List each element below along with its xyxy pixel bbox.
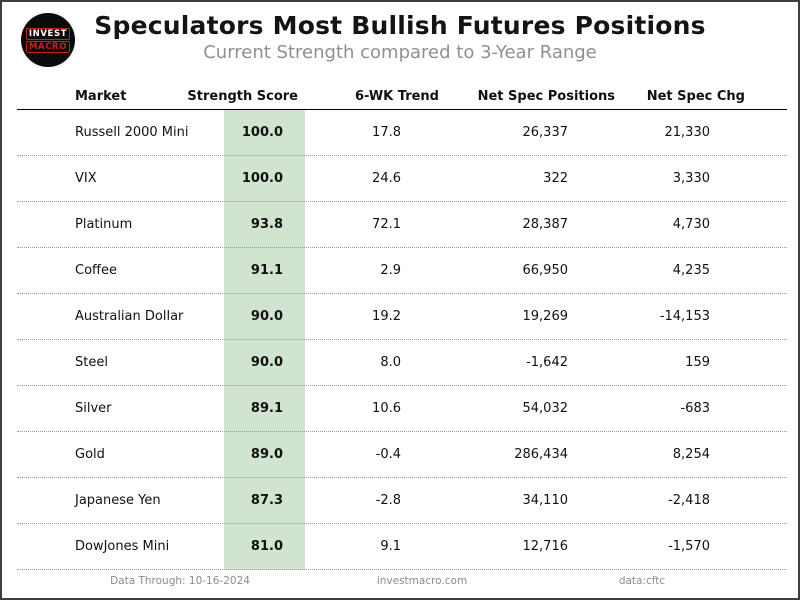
cell-net-spec-positions: 66,950 — [522, 263, 569, 278]
cell-net-spec-positions: 286,434 — [514, 447, 568, 462]
column-header-strength-score: Strength Score — [187, 89, 298, 104]
logo-invest-label: INVEST — [25, 27, 71, 40]
cell-6wk-trend: 10.6 — [372, 401, 401, 416]
cell-6wk-trend: 72.1 — [372, 217, 401, 232]
cell-market: Russell 2000 Mini — [75, 125, 189, 140]
table-header-row: Market Strength Score 6-WK Trend Net Spe… — [17, 82, 787, 110]
cell-strength-score: 90.0 — [250, 355, 283, 370]
title-block: Speculators Most Bullish Futures Positio… — [2, 2, 798, 63]
cell-market: Silver — [75, 401, 112, 416]
strength-score-highlight-band — [224, 110, 305, 570]
cell-net-spec-positions: 34,110 — [522, 493, 569, 508]
cell-strength-score: 89.1 — [250, 401, 283, 416]
cell-market: Australian Dollar — [75, 309, 184, 324]
table-row: Australian Dollar 90.0 19.2 19,269 -14,1… — [17, 294, 787, 340]
footer-data-source: data:cftc — [618, 575, 666, 587]
cell-net-spec-chg: 3,330 — [672, 171, 710, 186]
cell-market: VIX — [75, 171, 97, 186]
cell-market: Steel — [75, 355, 108, 370]
table-body: Russell 2000 Mini 100.0 17.8 26,337 21,3… — [17, 110, 787, 570]
cell-6wk-trend: 19.2 — [372, 309, 401, 324]
cell-6wk-trend: -2.8 — [375, 493, 401, 508]
page-subtitle: Current Strength compared to 3-Year Rang… — [203, 42, 597, 63]
table-row: Japanese Yen 87.3 -2.8 34,110 -2,418 — [17, 478, 787, 524]
table-row: VIX 100.0 24.6 322 3,330 — [17, 156, 787, 202]
table-row: Silver 89.1 10.6 54,032 -683 — [17, 386, 787, 432]
cell-net-spec-chg: -1,570 — [668, 539, 710, 554]
cell-net-spec-chg: 8,254 — [672, 447, 710, 462]
cell-strength-score: 89.0 — [250, 447, 283, 462]
cell-strength-score: 100.0 — [241, 125, 283, 140]
table-row: Coffee 91.1 2.9 66,950 4,235 — [17, 248, 787, 294]
cell-strength-score: 93.8 — [250, 217, 283, 232]
cell-net-spec-chg: -2,418 — [668, 493, 710, 508]
cell-strength-score: 100.0 — [241, 171, 283, 186]
cell-strength-score: 90.0 — [250, 309, 283, 324]
footer-website: investmacro.com — [376, 575, 468, 587]
cell-6wk-trend: 2.9 — [380, 263, 401, 278]
cell-market: DowJones Mini — [75, 539, 170, 554]
table-row: Steel 90.0 8.0 -1,642 159 — [17, 340, 787, 386]
cell-net-spec-positions: 12,716 — [522, 539, 569, 554]
cell-market: Japanese Yen — [75, 493, 161, 508]
cell-market: Platinum — [75, 217, 133, 232]
footer-data-through: Data Through: 10-16-2024 — [110, 575, 250, 587]
investmacro-logo: INVEST MACRO — [21, 13, 75, 67]
cell-strength-score: 87.3 — [250, 493, 283, 508]
cell-net-spec-positions: -1,642 — [526, 355, 568, 370]
cell-net-spec-chg: 21,330 — [664, 125, 711, 140]
futures-positions-table: Market Strength Score 6-WK Trend Net Spe… — [17, 82, 787, 570]
column-header-net-spec-positions: Net Spec Positions — [477, 89, 615, 104]
cell-6wk-trend: 9.1 — [380, 539, 401, 554]
logo-macro-label: MACRO — [25, 40, 71, 53]
cell-net-spec-positions: 54,032 — [522, 401, 569, 416]
cell-6wk-trend: 24.6 — [372, 171, 401, 186]
cell-6wk-trend: 8.0 — [380, 355, 401, 370]
cell-net-spec-chg: -683 — [680, 401, 710, 416]
cell-net-spec-chg: 159 — [685, 355, 710, 370]
cell-market: Coffee — [75, 263, 117, 278]
cell-net-spec-chg: 4,730 — [672, 217, 710, 232]
cell-strength-score: 91.1 — [250, 263, 283, 278]
column-header-market: Market — [75, 89, 127, 104]
cell-net-spec-positions: 19,269 — [522, 309, 569, 324]
cell-net-spec-chg: -14,153 — [659, 309, 710, 324]
column-header-6wk-trend: 6-WK Trend — [354, 89, 439, 104]
cell-net-spec-chg: 4,235 — [672, 263, 710, 278]
cell-strength-score: 81.0 — [250, 539, 283, 554]
cell-6wk-trend: -0.4 — [375, 447, 401, 462]
table-row: Platinum 93.8 72.1 28,387 4,730 — [17, 202, 787, 248]
cell-market: Gold — [75, 447, 105, 462]
cell-net-spec-positions: 26,337 — [522, 125, 569, 140]
cell-net-spec-positions: 322 — [543, 171, 568, 186]
table-row: Gold 89.0 -0.4 286,434 8,254 — [17, 432, 787, 478]
page-title: Speculators Most Bullish Futures Positio… — [94, 11, 706, 40]
table-row: Russell 2000 Mini 100.0 17.8 26,337 21,3… — [17, 110, 787, 156]
cell-6wk-trend: 17.8 — [372, 125, 401, 140]
table-row: DowJones Mini 81.0 9.1 12,716 -1,570 — [17, 524, 787, 570]
cell-net-spec-positions: 28,387 — [522, 217, 569, 232]
column-header-net-spec-chg: Net Spec Chg — [646, 89, 745, 104]
